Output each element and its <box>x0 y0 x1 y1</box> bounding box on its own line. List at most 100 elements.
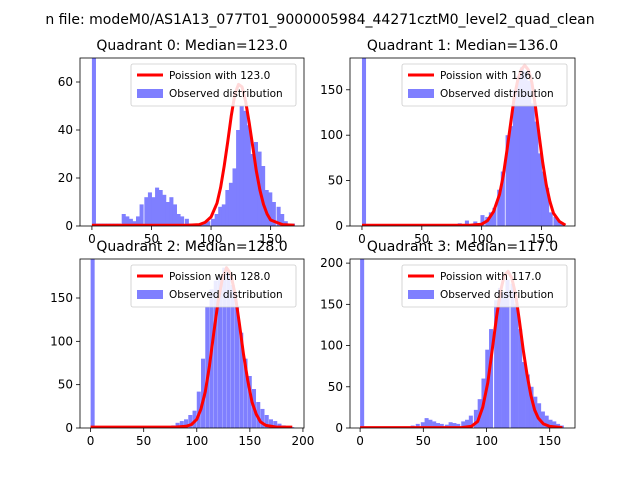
histogram-bar <box>488 212 493 226</box>
histogram-bar <box>523 71 528 226</box>
x-tick-label: 100 <box>200 232 223 246</box>
histogram-bar <box>261 166 266 226</box>
histogram-bar <box>155 187 160 226</box>
histogram-bar <box>201 358 206 428</box>
histogram-bar <box>213 280 218 428</box>
legend-label: Poission with 123.0 <box>169 70 270 82</box>
histogram-bar <box>214 214 219 226</box>
x-tick-label: 150 <box>538 434 561 448</box>
y-tick-label: 20 <box>58 171 73 185</box>
y-tick-label: 100 <box>320 128 343 142</box>
histogram-bar <box>514 304 519 428</box>
quadrant-2-chart: Quadrant 2: Median=128.0 0 50 100 150 200 0 50 1… <box>50 239 314 448</box>
histogram-bar <box>230 285 235 428</box>
histogram-bar <box>456 423 461 428</box>
histogram-bar <box>492 207 497 226</box>
histogram-bar <box>548 212 553 226</box>
histogram-bar <box>151 197 156 226</box>
histogram-bar <box>246 125 251 226</box>
histogram-bar <box>552 421 557 428</box>
histogram-bar <box>545 187 550 226</box>
legend-box <box>401 63 568 107</box>
legend-label: Observed distribution <box>440 88 554 100</box>
y-tick-label: 50 <box>328 174 343 188</box>
histogram-bar <box>537 403 542 428</box>
histogram-bar <box>553 216 558 226</box>
x-tick-label: 50 <box>416 434 431 448</box>
histogram-bar <box>184 218 189 226</box>
histogram-bar <box>205 306 210 428</box>
y-tick-label: 150 <box>50 291 73 305</box>
histogram-bar <box>461 421 466 428</box>
legend-bar-swatch <box>408 89 434 98</box>
panel-title: Quadrant 2: Median=128.0 <box>96 239 287 255</box>
histogram-bar <box>527 80 532 226</box>
y-tick-label: 150 <box>320 83 343 97</box>
y-tick-label: 0 <box>65 219 73 233</box>
x-tick-label: 100 <box>475 434 498 448</box>
legend: Poission with 128.0 Observed distribution <box>130 264 297 308</box>
histogram-bar <box>128 218 133 226</box>
legend-label: Poission with 136.0 <box>440 70 541 82</box>
histogram-bar <box>175 422 180 428</box>
histogram-bar <box>226 272 231 428</box>
axes-frame <box>79 258 305 429</box>
histogram-bar <box>509 126 514 226</box>
histogram-bar <box>180 216 185 226</box>
histogram-bar <box>221 204 226 226</box>
histogram-bar <box>530 103 535 226</box>
histogram-bar <box>222 267 227 428</box>
histogram-bar <box>480 215 485 226</box>
y-tick-label: 150 <box>320 297 343 311</box>
histogram-bar <box>519 67 525 226</box>
histogram-bar <box>162 194 167 226</box>
panel-title: Quadrant 3: Median=117.0 <box>367 239 558 255</box>
histogram-bar <box>468 415 473 428</box>
histogram-bar <box>91 58 96 226</box>
plot-area <box>361 58 567 226</box>
panel-title: Quadrant 1: Median=136.0 <box>367 38 558 54</box>
x-tick-label: 0 <box>88 232 96 246</box>
histogram-bar <box>360 259 365 428</box>
histogram-bar <box>525 374 530 428</box>
x-tick-label: 0 <box>87 434 95 448</box>
histogram-bar <box>228 182 233 226</box>
x-tick-label: 50 <box>414 232 429 246</box>
axes-frame <box>79 57 305 227</box>
histogram-bar <box>432 421 437 428</box>
legend: Poission with 136.0 Observed distribution <box>401 63 568 107</box>
histogram-bar <box>125 216 130 226</box>
histogram-bar <box>188 415 193 428</box>
y-tick-label: 60 <box>58 75 73 89</box>
x-tick-label: 150 <box>238 434 261 448</box>
histogram-bar <box>239 332 244 428</box>
histogram-bar <box>280 214 285 226</box>
histogram-bar <box>489 329 494 428</box>
y-tick-label: 100 <box>320 339 343 353</box>
histogram-bar <box>540 411 545 428</box>
histogram-bar <box>424 418 429 428</box>
legend-label: Poission with 128.0 <box>169 271 270 283</box>
histogram-bar <box>121 214 126 226</box>
histogram-bar <box>505 279 510 428</box>
histogram-bar <box>144 197 149 226</box>
legend-bar-swatch <box>408 290 434 299</box>
quadrant-0-chart: Quadrant 0: Median=123.0 0 50 100 150 0 20 40 60… <box>58 38 305 246</box>
histogram-bar <box>90 259 95 428</box>
panel-title: Quadrant 0: Median=123.0 <box>96 38 287 54</box>
histogram-bar <box>497 189 502 226</box>
histogram-bar <box>136 216 141 226</box>
histogram-bar <box>534 121 539 226</box>
legend-label: Poission with 117.0 <box>440 271 541 283</box>
legend-box <box>130 264 297 308</box>
histogram-bar <box>202 223 207 226</box>
histogram-bar <box>415 423 420 428</box>
legend: Poission with 117.0 Observed distribution <box>401 264 568 308</box>
histogram-bar <box>521 362 526 428</box>
histogram-bar <box>247 376 252 428</box>
histogram-bar <box>516 76 521 226</box>
histogram-bar <box>218 206 223 226</box>
histogram-bar <box>184 419 189 428</box>
histogram-bar <box>361 58 367 226</box>
y-tick-label: 50 <box>328 380 343 394</box>
